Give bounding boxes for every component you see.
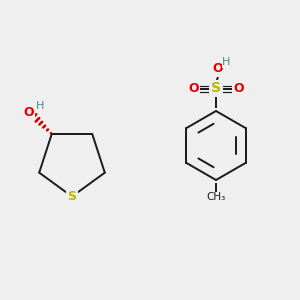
Text: S: S <box>68 190 76 203</box>
Text: O: O <box>188 82 199 95</box>
Text: O: O <box>24 106 34 119</box>
Text: S: S <box>211 82 221 95</box>
Text: H: H <box>222 57 231 68</box>
Text: O: O <box>212 62 223 76</box>
Text: CH₃: CH₃ <box>206 192 226 203</box>
Text: H: H <box>36 100 44 110</box>
Text: O: O <box>233 82 244 95</box>
